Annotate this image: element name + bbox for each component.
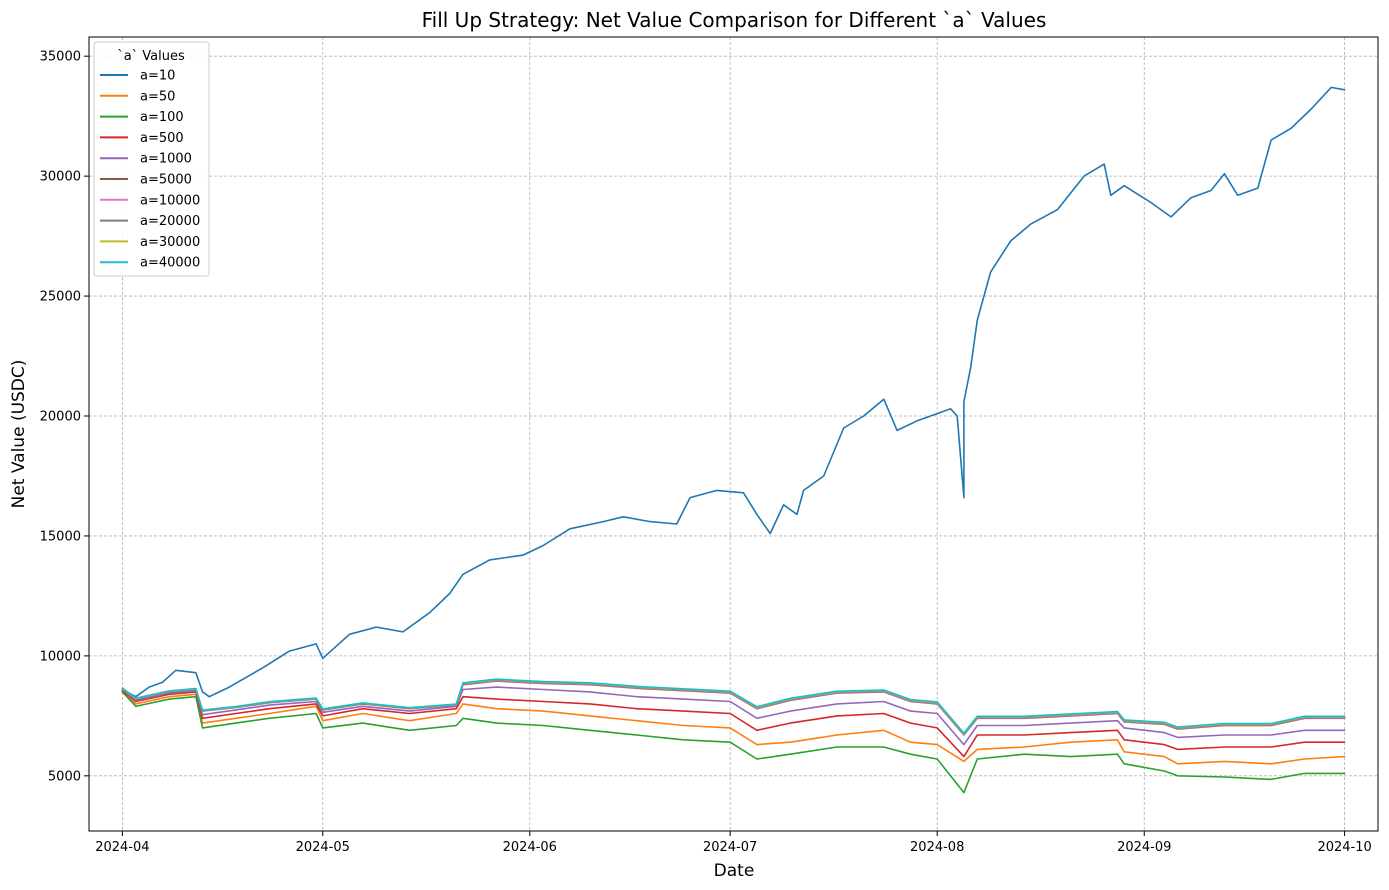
y-tick-label: 10000 <box>40 649 81 664</box>
legend-item: a=10000 <box>100 193 200 208</box>
chart-title: Fill Up Strategy: Net Value Comparison f… <box>422 8 1047 32</box>
legend-label: a=50 <box>140 89 175 104</box>
x-tick-label: 2024-08 <box>910 840 964 855</box>
legend-box <box>93 41 210 277</box>
series-lines <box>121 86 1346 794</box>
legend-items: a=10 a=50 a=100 a=500 a=1000 a=5000 a=10000 a=2… <box>100 69 200 271</box>
legend-item: a=40000 <box>100 256 200 271</box>
x-tick-label: 2024-10 <box>1317 840 1371 855</box>
legend-item: a=10 <box>100 69 175 84</box>
plot-frame <box>88 36 1379 832</box>
legend-label: a=5000 <box>140 173 192 188</box>
legend-label: a=10 <box>140 69 175 84</box>
series-line-a-100 <box>121 691 1346 794</box>
legend-item: a=20000 <box>100 214 200 229</box>
legend-item: a=1000 <box>100 152 192 167</box>
legend-label: a=10000 <box>140 193 200 208</box>
x-tick-label: 2024-05 <box>296 840 350 855</box>
legend-item: a=500 <box>100 131 184 146</box>
legend-label: a=30000 <box>140 235 200 250</box>
legend-label: a=500 <box>140 131 184 146</box>
legend-item: a=5000 <box>100 173 192 188</box>
x-tick-label: 2024-09 <box>1117 840 1171 855</box>
legend-label: a=1000 <box>140 152 192 167</box>
series-line-a-500 <box>121 689 1346 758</box>
y-tick-label: 30000 <box>40 170 81 185</box>
legend-item: a=30000 <box>100 235 200 250</box>
axis-ticks: 2024-04 2024-05 2024-06 2024-07 2024-08 2024-… <box>40 50 1372 855</box>
x-tick-label: 2024-06 <box>503 840 557 855</box>
legend-title: `a` Values <box>117 49 185 64</box>
y-tick-label: 25000 <box>40 290 81 305</box>
legend-item: a=50 <box>100 89 175 104</box>
series-line-a-50 <box>121 691 1346 765</box>
x-tick-label: 2024-04 <box>95 840 149 855</box>
y-tick-label: 20000 <box>40 410 81 425</box>
x-axis-title: Date <box>714 861 755 881</box>
legend-label: a=20000 <box>140 214 200 229</box>
series-line-a-1000 <box>121 686 1346 746</box>
y-tick-label: 15000 <box>40 529 81 544</box>
y-tick-label: 35000 <box>40 50 81 65</box>
legend-label: a=40000 <box>140 256 200 271</box>
y-axis-title: Net Value (USDC) <box>9 360 29 509</box>
legend: `a` Values a=10 a=50 a=100 a=500 a=1000 a=500… <box>93 41 210 277</box>
legend-label: a=100 <box>140 110 184 125</box>
legend-item: a=100 <box>100 110 184 125</box>
series-line-a-40000 <box>121 678 1346 734</box>
y-tick-label: 5000 <box>48 769 81 784</box>
series-line-a-10 <box>121 86 1346 698</box>
x-tick-label: 2024-07 <box>703 840 757 855</box>
